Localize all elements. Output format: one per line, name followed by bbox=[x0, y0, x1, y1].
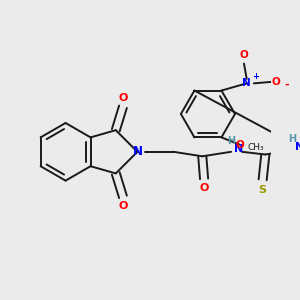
Text: CH₃: CH₃ bbox=[248, 143, 264, 152]
Text: O: O bbox=[118, 201, 128, 211]
Text: O: O bbox=[240, 50, 248, 60]
Text: +: + bbox=[252, 72, 259, 81]
Text: H: H bbox=[288, 134, 296, 144]
Text: O: O bbox=[118, 93, 128, 103]
Text: -: - bbox=[284, 80, 289, 90]
Text: N: N bbox=[242, 78, 251, 88]
Text: S: S bbox=[259, 184, 267, 195]
Text: N: N bbox=[132, 145, 142, 158]
Text: N: N bbox=[295, 142, 300, 152]
Text: N: N bbox=[234, 144, 243, 154]
Text: O: O bbox=[271, 76, 280, 86]
Text: H: H bbox=[227, 136, 235, 146]
Text: O: O bbox=[200, 183, 209, 193]
Text: O: O bbox=[235, 140, 244, 150]
